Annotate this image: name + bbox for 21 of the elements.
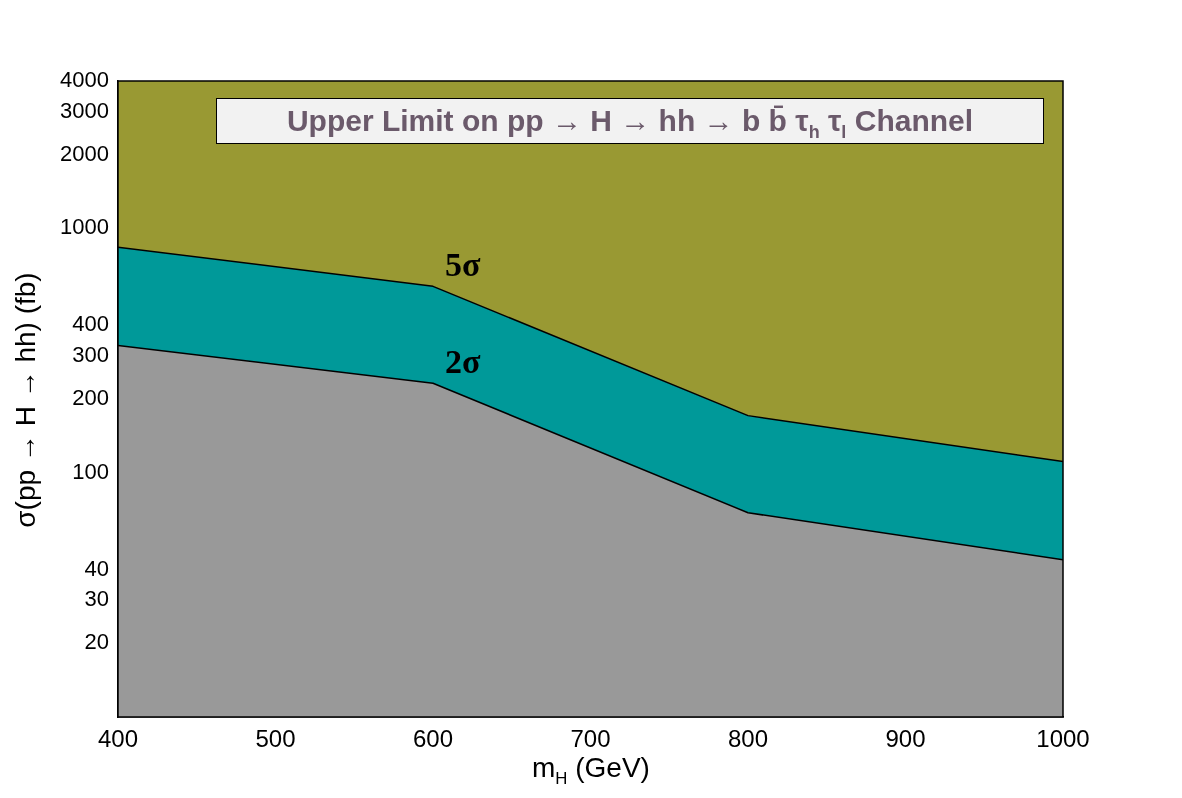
- y-tick-label: 1000: [60, 214, 109, 240]
- y-tick-label: 200: [72, 385, 109, 411]
- x-axis-title: m$_{H}$ (GeV): [531, 752, 651, 789]
- x-tick-label: 700: [570, 725, 611, 753]
- series-label: 5σ: [445, 246, 481, 284]
- x-tick-label: 1000: [1036, 725, 1090, 753]
- x-tick-label: 500: [255, 725, 296, 753]
- x-tick-label: 600: [412, 725, 454, 753]
- y-tick-label: 100: [72, 458, 109, 484]
- y-tick-label: 400: [72, 311, 109, 337]
- y-tick-label: 300: [72, 342, 109, 368]
- y-axis-title: σ(pp → H → hh) (fb): [10, 272, 42, 528]
- y-tick-label: 4000: [60, 67, 109, 93]
- y-tick-label: 30: [84, 586, 109, 612]
- x-tick-label: 800: [727, 725, 769, 753]
- y-tick-label: 20: [84, 629, 109, 655]
- series-label: 2σ: [445, 343, 481, 381]
- y-tick-label: 2000: [60, 140, 109, 166]
- y-tick-label: 40: [84, 555, 109, 581]
- y-tick-label: 3000: [60, 97, 109, 123]
- x-tick-label: 900: [885, 725, 926, 753]
